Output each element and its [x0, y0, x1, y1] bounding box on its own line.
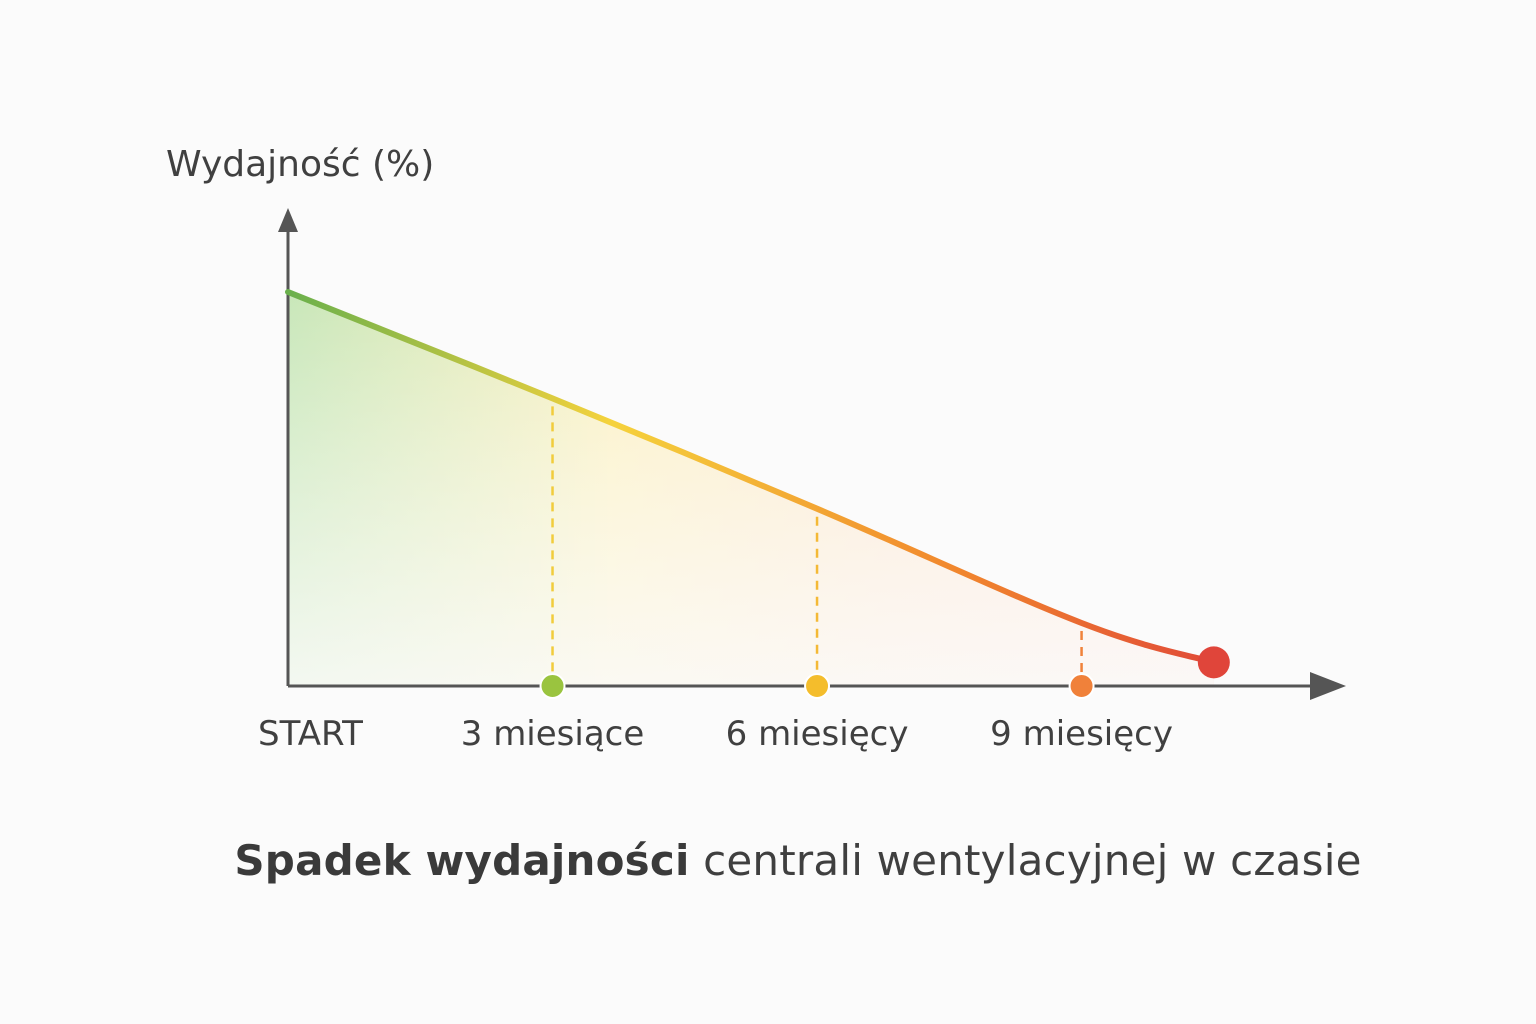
end-point-marker: [1197, 646, 1230, 679]
axis-marker-1: [539, 673, 566, 699]
y-axis-arrow: [278, 208, 298, 232]
y-axis-label: Wydajność (%): [166, 144, 434, 185]
caption-rest: centrali wentylacyjnej w czasie: [689, 836, 1362, 885]
markers: [539, 646, 1230, 699]
x-tick-label-1: 3 miesiące: [461, 714, 645, 754]
area-layer: [288, 292, 1214, 686]
x-tick-label-0: START: [258, 714, 363, 754]
chart-caption: Spadek wydajności centrali wentylacyjnej…: [0, 836, 1536, 885]
x-axis-arrow: [1310, 672, 1346, 700]
series-line: [285, 289, 1217, 666]
area-fade: [288, 292, 1214, 686]
caption-bold: Spadek wydajności: [234, 836, 690, 885]
axis-marker-2: [804, 673, 831, 699]
x-tick-label-2: 6 miesięcy: [726, 714, 909, 754]
axis-marker-3: [1068, 673, 1095, 699]
x-tick-label-3: 9 miesięcy: [990, 714, 1173, 754]
series-line-layer: [285, 289, 1217, 666]
labels: Wydajność (%) START 3 miesiące 6 miesięcy 9 …: [166, 144, 1173, 754]
guide-lines: [551, 406, 1083, 674]
axes: [278, 208, 1346, 700]
